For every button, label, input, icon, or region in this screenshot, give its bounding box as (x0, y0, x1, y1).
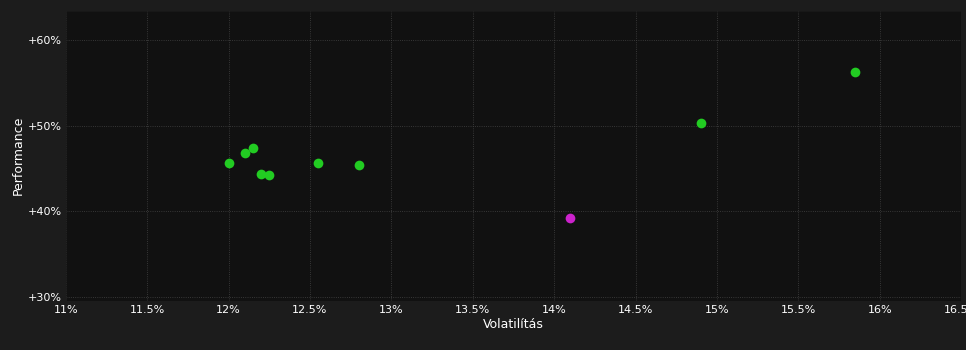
Point (262, 172, 277, 177)
Point (351, 162, 366, 168)
Y-axis label: Performance: Performance (12, 116, 24, 195)
Point (562, 215, 578, 221)
Point (221, 161, 237, 166)
Point (847, 69, 863, 75)
Point (245, 145, 261, 151)
X-axis label: Volatilítás: Volatilítás (483, 318, 544, 331)
Point (310, 160, 326, 166)
Point (237, 150, 252, 156)
Point (693, 120, 708, 126)
Point (253, 171, 269, 176)
